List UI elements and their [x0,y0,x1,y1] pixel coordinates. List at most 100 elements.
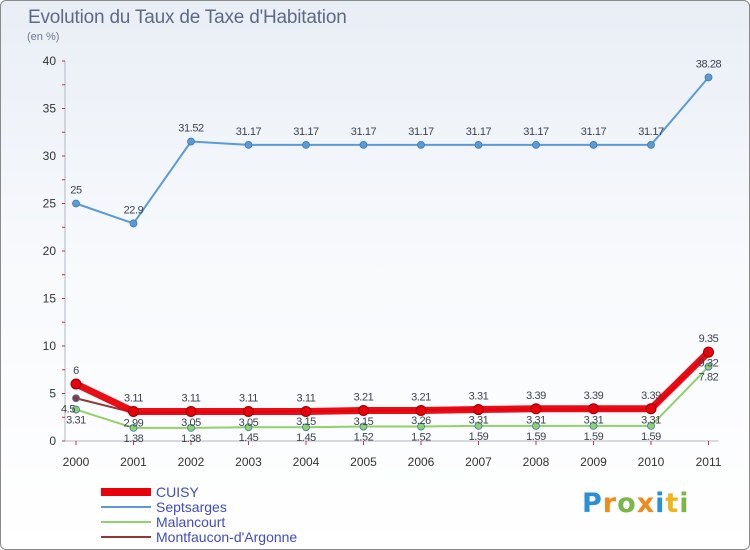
data-label-3: 2.99 [124,418,144,430]
x-tick-label: 2011 [696,455,722,469]
data-label-2: 1.59 [641,431,661,443]
data-label-1: 31.17 [236,126,262,138]
data-label-1: 31.17 [408,126,434,138]
series-line-0 [72,348,712,415]
data-point-1 [244,140,253,149]
data-point-0 [645,403,657,415]
data-point-1 [474,140,483,149]
y-tick-label: 15 [43,292,57,306]
data-label-0: 3.39 [584,390,604,402]
data-label-2: 1.59 [584,431,604,443]
x-tick-label: 2010 [638,455,665,469]
y-tick-label: 30 [43,149,57,163]
x-tick-label: 2007 [465,455,492,469]
data-label-2: 1.45 [296,432,316,444]
data-label-1: 38.28 [696,58,722,70]
data-point-1 [187,137,195,146]
chart-title: Evolution du Taux de Taxe d'Habitation [28,7,347,28]
data-point-2 [359,422,368,431]
y-tick-label: 25 [43,197,57,211]
series-line-1 [75,76,710,225]
y-tick-label: 0 [49,434,56,448]
x-tick-label: 2000 [63,455,90,469]
data-label-0: 3.11 [239,392,258,404]
data-point-0 [415,405,427,417]
series-line-2 [75,365,710,429]
data-point-1 [359,140,368,149]
data-point-0 [588,403,599,415]
data-label-2: 1.38 [124,433,144,445]
data-label-2: 1.59 [526,431,546,443]
legend-label-montfaucon: Montfaucon-d'Argonne [156,529,298,545]
data-label-3: 3.05 [181,417,201,429]
data-label-1: 31.17 [351,126,377,138]
data-label-2: 3.31 [66,415,86,427]
data-point-2 [187,423,195,432]
data-label-2: 1.52 [411,432,431,444]
y-tick-label: 40 [43,54,57,68]
data-label-3: 3.31 [584,415,604,427]
data-label-0: 6 [73,365,79,377]
data-point-2 [704,362,713,371]
data-point-0 [185,405,197,417]
legend-label-malancourt: Malancourt [156,514,226,530]
data-point-2 [417,422,425,431]
y-tick-label: 10 [43,339,57,353]
data-label-0: 3.39 [526,390,546,402]
legend-label-septsarges: Septsarges [156,499,227,515]
data-point-1 [129,219,138,228]
data-point-1 [72,199,80,208]
y-tick-label: 20 [43,244,57,258]
legend-swatch-septsarges [101,506,151,508]
data-label-0: 3.11 [124,392,143,404]
data-label-1: 31.52 [178,123,204,135]
data-label-1: 31.17 [581,126,607,138]
data-label-2: 1.38 [181,433,201,445]
data-point-1 [589,140,598,149]
data-label-0: 3.11 [182,392,201,404]
legend-swatch-montfaucon [101,536,151,538]
data-point-2 [244,423,253,432]
data-label-3: 3.31 [641,415,661,427]
data-label-1: 31.17 [293,126,319,138]
x-tick-label: 2008 [523,455,550,469]
data-point-2 [302,423,310,432]
data-label-3: 3.31 [526,415,546,427]
data-label-3: 4.5 [61,403,75,415]
legend-label-cuisy: CUISY [156,484,199,500]
y-tick-label: 35 [43,102,57,116]
data-label-2: 7.82 [699,372,719,384]
data-label-0: 3.31 [469,391,489,403]
data-label-3: 9.32 [699,357,719,369]
data-point-0 [243,405,254,417]
data-label-1: 25 [70,185,82,197]
x-tick-label: 2005 [350,455,377,469]
data-point-2 [647,421,655,430]
data-label-3: 3.05 [239,417,259,429]
data-point-0 [70,378,82,390]
data-point-2 [532,421,540,430]
data-point-2 [72,405,80,414]
x-tick-label: 2009 [580,455,607,469]
y-axis-unit: (en %) [27,31,60,43]
data-point-0 [473,404,484,416]
x-tick-label: 2004 [293,455,320,469]
y-tick-label: 5 [49,387,56,401]
data-point-0 [703,346,714,358]
data-point-0 [300,405,312,417]
x-tick-label: 2001 [120,455,147,469]
data-point-0 [128,405,139,417]
data-point-1 [532,140,540,149]
data-point-3 [72,394,80,403]
data-label-2: 1.52 [354,432,374,444]
data-label-1: 22.9 [124,204,144,216]
data-point-2 [129,423,138,432]
legend-swatch-cuisy [101,488,151,496]
data-label-1: 31.17 [638,126,664,138]
data-point-1 [704,73,713,82]
data-label-1: 31.17 [523,126,549,138]
data-label-2: 1.45 [239,432,259,444]
data-point-1 [417,140,425,149]
data-label-0: 3.21 [411,392,431,404]
